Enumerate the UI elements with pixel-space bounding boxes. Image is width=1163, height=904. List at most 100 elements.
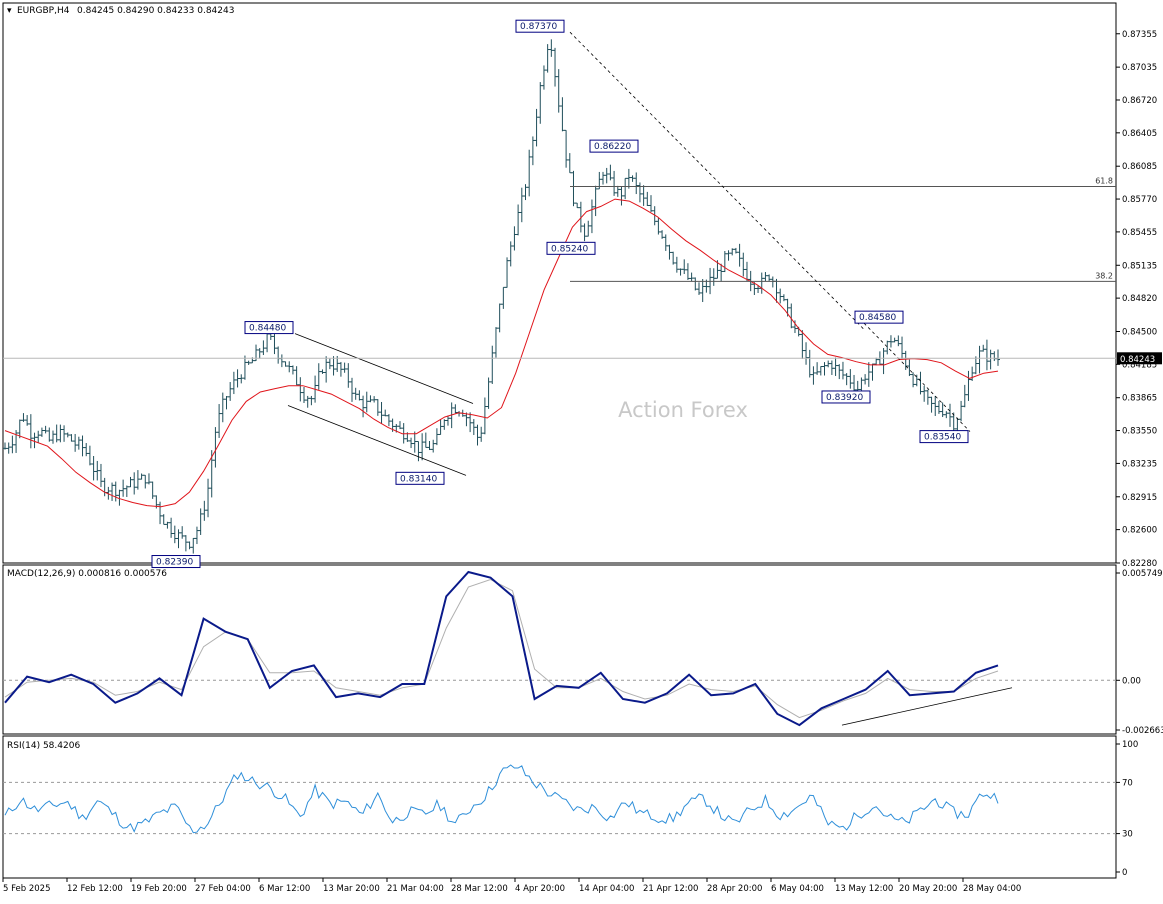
price-bar [10, 435, 15, 454]
time-axis-tick-label: 5 Feb 2025 [3, 884, 51, 894]
price-bar [386, 414, 391, 427]
price-bar [172, 525, 177, 544]
price-bar [361, 395, 366, 418]
price-axis-tick-label: 0.85455 [1122, 228, 1157, 238]
price-bar [730, 248, 735, 256]
price-axis-tick-label: 0.86720 [1122, 96, 1157, 106]
price-bar [833, 357, 838, 376]
price-bar [863, 374, 868, 385]
price-bar [25, 415, 30, 426]
price-bar [349, 377, 354, 402]
price-annotation: 0.86220 [589, 139, 639, 153]
price-bar [962, 384, 967, 408]
price-bar [619, 186, 624, 206]
price-annotation-box [546, 241, 596, 255]
price-bar [346, 363, 351, 388]
price-bar [36, 430, 41, 444]
price-bar [671, 251, 676, 265]
price-bar [364, 391, 369, 413]
price-bar [128, 476, 133, 488]
ema-line [4, 198, 999, 508]
price-bar [844, 373, 849, 386]
price-bar [567, 153, 572, 174]
price-axis-tick-label: 0.86085 [1122, 162, 1157, 172]
price-bar [977, 345, 982, 374]
macd-divergence-line [841, 687, 1013, 726]
fib-level-label: 38.2 [1095, 271, 1113, 280]
price-bar [194, 526, 199, 545]
price-bar [209, 450, 214, 498]
ohlc-readout: 0.84245 0.84290 0.84233 0.84243 [77, 6, 234, 16]
price-bar [17, 419, 22, 439]
price-bar [612, 170, 617, 196]
price-bar [944, 411, 949, 419]
price-bar [541, 65, 546, 90]
price-bar [146, 473, 151, 485]
price-bar [397, 421, 402, 430]
price-bar [158, 501, 163, 525]
price-annotation: 0.82390 [151, 555, 201, 569]
price-bar [900, 336, 905, 360]
price-bar [767, 274, 772, 282]
price-annotation-label: 0.86220 [594, 142, 631, 152]
price-bar [113, 481, 118, 502]
price-bar [508, 241, 513, 267]
price-annotation-box [151, 555, 201, 569]
price-bar [763, 272, 768, 282]
symbol-label: EURGBP,H4 [17, 6, 70, 16]
time-axis-tick-label: 21 Mar 04:00 [387, 884, 444, 894]
price-bar [412, 431, 417, 453]
time-axis-tick-label: 21 Apr 12:00 [643, 884, 698, 894]
price-pane-frame [2, 2, 1117, 564]
price-bar [575, 202, 580, 209]
price-bar [674, 256, 679, 273]
price-bar [549, 39, 554, 57]
price-bar [490, 345, 495, 384]
price-annotation: 0.84480 [244, 321, 294, 335]
price-bar [165, 521, 170, 529]
price-annotation-box [395, 471, 445, 485]
price-bar [95, 460, 100, 481]
price-bar [737, 243, 742, 267]
price-annotation-label: 0.83920 [826, 393, 863, 403]
price-bar [733, 247, 738, 254]
price-bar [379, 401, 384, 424]
price-bar [719, 263, 724, 282]
rsi-line [4, 764, 999, 834]
price-bar [434, 428, 439, 446]
time-axis-tick-label: 14 Apr 04:00 [579, 884, 634, 894]
price-bar [578, 201, 583, 233]
price-bar [132, 472, 137, 495]
price-bar [438, 419, 443, 435]
ema-path [4, 198, 999, 508]
macd-axis-tick-label: 0.005749 [1122, 569, 1163, 579]
price-bar [589, 199, 594, 234]
price-axis-tick-label: 0.83235 [1122, 459, 1157, 469]
price-bar [848, 369, 853, 389]
price-bar [840, 361, 845, 380]
price-bar [815, 362, 820, 375]
price-bar [634, 172, 639, 195]
price-bar [198, 508, 203, 535]
price-bar [593, 185, 598, 217]
price-bar [527, 149, 532, 197]
price-bar [626, 168, 631, 189]
price-bar [501, 286, 506, 309]
price-axis: 0.87355 0.87035 0.86720 0.86405 0.86085 0.857… [1116, 30, 1157, 569]
price-bar [479, 426, 484, 442]
price-annotation-label: 0.87370 [520, 22, 557, 32]
price-bar [246, 360, 251, 365]
price-bar [224, 396, 229, 410]
price-bar [970, 366, 975, 381]
symbol-dropdown-icon[interactable]: ▾ [7, 6, 12, 16]
time-axis-tick-label: 20 May 20:00 [899, 884, 957, 894]
price-axis-tick-label: 0.87035 [1122, 63, 1157, 73]
price-bar [302, 386, 307, 404]
price-bar [630, 175, 635, 182]
price-bar [545, 44, 550, 73]
time-axis-tick-label: 4 Apr 20:00 [515, 884, 565, 894]
price-bar [409, 437, 414, 449]
price-bar [135, 470, 140, 490]
price-axis-tick-label: 0.84500 [1122, 327, 1157, 337]
